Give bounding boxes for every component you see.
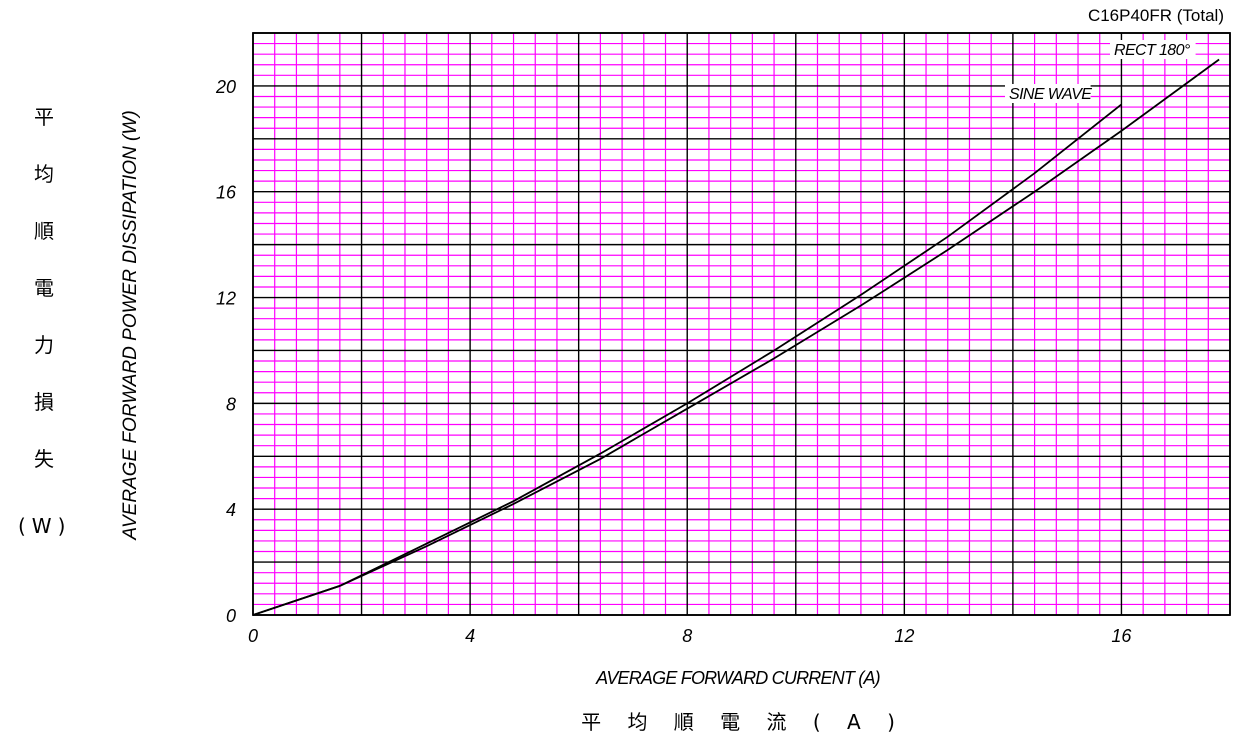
x-tick-label: 8 <box>682 626 692 646</box>
x-tick-label: 0 <box>248 626 258 646</box>
x-tick-label: 12 <box>894 626 914 646</box>
y-cjk-char: 順 <box>34 219 54 243</box>
series-layer <box>252 58 1220 616</box>
x-cjk-char: 均 <box>627 710 648 734</box>
grid <box>252 32 1231 616</box>
y-cjk-char: 力 <box>34 333 54 357</box>
series-label-bg <box>1110 40 1196 59</box>
tick-labels: 0 4 8 12 16 0 4 8 12 16 20 <box>215 77 1132 646</box>
series-labels: RECT 180° SINE WAVE <box>1005 40 1196 103</box>
y-tick-label: 12 <box>216 289 236 309</box>
x-cjk-char: 流 <box>766 710 787 734</box>
y-cjk-char: 失 <box>34 447 54 471</box>
plot-area <box>253 33 1230 615</box>
series-label: RECT 180° <box>1114 42 1191 59</box>
series-line-1 <box>252 103 1122 616</box>
x-cjk-char: 電 <box>720 710 741 734</box>
y-axis-unit-cjk: (W) <box>18 514 72 538</box>
x-tick-label: 16 <box>1111 626 1132 646</box>
x-cjk-char: ) <box>887 710 895 734</box>
y-tick-label: 0 <box>226 606 236 626</box>
x-cjk-char: 平 <box>581 710 602 734</box>
x-tick-label: 4 <box>465 626 475 646</box>
y-tick-label: 4 <box>226 500 236 520</box>
y-axis-title-cjk: 平 均 順 電 力 損 失 <box>32 100 56 499</box>
x-axis-title-cjk: 平 均 順 電 流 ( A ) <box>571 706 905 735</box>
y-axis-title: AVERAGE FORWARD POWER DISSIPATION (W) <box>120 110 141 540</box>
y-cjk-char: 平 <box>34 105 54 129</box>
series-label: SINE WAVE <box>1009 86 1092 103</box>
x-cjk-char: ( <box>812 710 821 734</box>
x-cjk-char: 順 <box>673 710 694 734</box>
model-label: C16P40FR (Total) <box>1087 6 1224 25</box>
y-tick-label: 8 <box>226 394 236 414</box>
x-cjk-char: A <box>847 710 861 734</box>
series-line-0 <box>252 58 1220 616</box>
y-tick-label: 20 <box>215 77 236 97</box>
x-axis-title: AVERAGE FORWARD CURRENT (A) <box>596 668 881 688</box>
y-tick-label: 16 <box>216 183 237 203</box>
series-label-bg <box>1005 84 1091 103</box>
plot-border <box>252 32 1231 616</box>
y-cjk-char: 電 <box>34 276 54 300</box>
y-cjk-char: 均 <box>34 162 54 186</box>
y-cjk-char: 損 <box>34 390 54 414</box>
